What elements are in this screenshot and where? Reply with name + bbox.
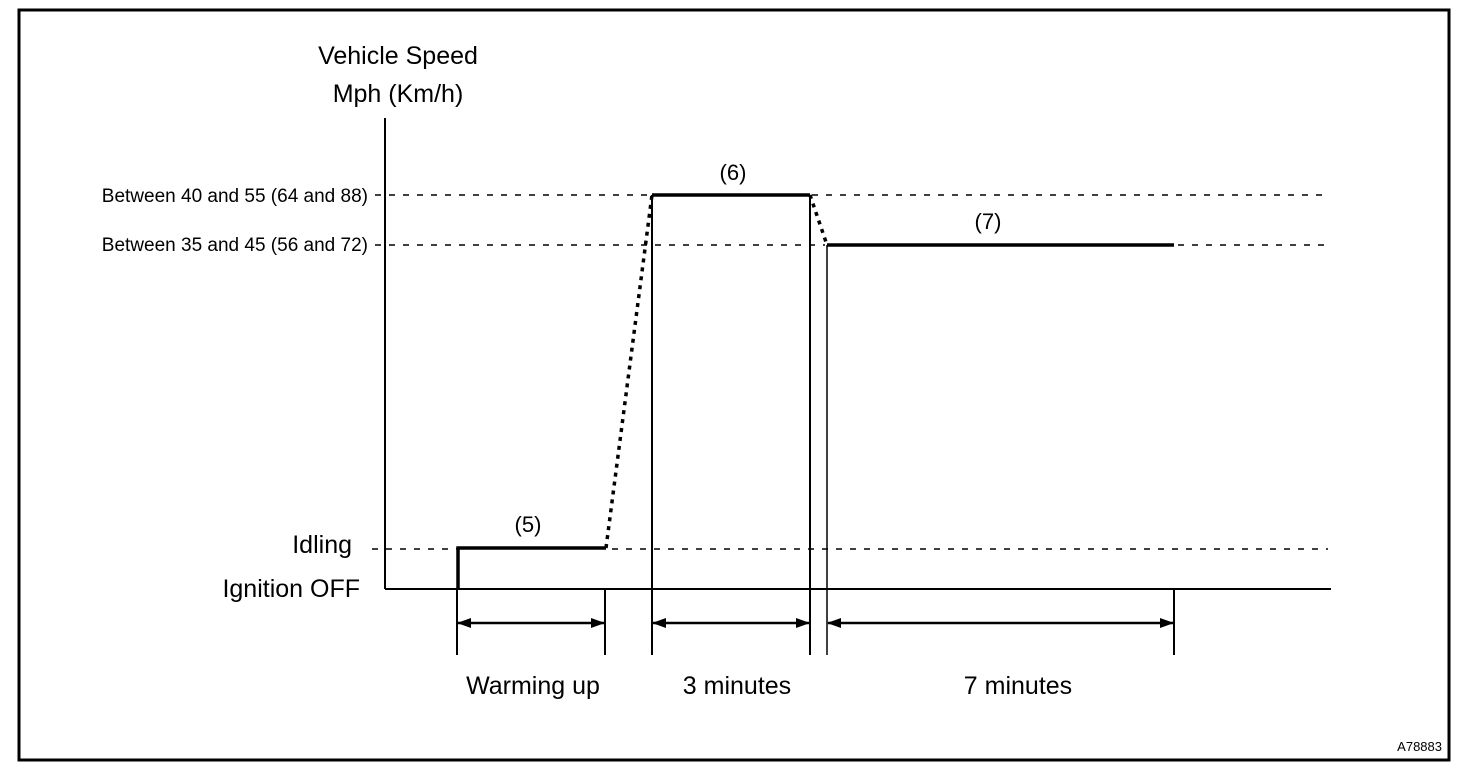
duration-label-7-minutes: 7 minutes: [964, 672, 1072, 700]
transition-acceleration: [604, 194, 654, 549]
level-label-idling: Idling: [292, 531, 352, 559]
level-label-mid: Between 35 and 45 (56 and 72): [102, 235, 368, 256]
level-label-ignition-off: Ignition OFF: [222, 575, 360, 603]
step-label-7: (7): [975, 209, 1002, 234]
step-label-5: (5): [515, 512, 542, 537]
speed-profile-warmup: [456, 546, 606, 589]
figure-frame: [17, 8, 1451, 762]
duration-label-warmup: Warming up: [466, 672, 600, 700]
y-axis-title-line2: Mph (Km/h): [333, 80, 464, 108]
step-label-6: (6): [720, 160, 747, 185]
level-label-high: Between 40 and 55 (64 and 88): [102, 186, 368, 207]
duration-label-3-minutes: 3 minutes: [683, 672, 791, 700]
transition-deceleration: [808, 194, 829, 246]
figure-id: A78883: [1397, 739, 1442, 754]
y-axis-title-line1: Vehicle Speed: [318, 42, 478, 70]
